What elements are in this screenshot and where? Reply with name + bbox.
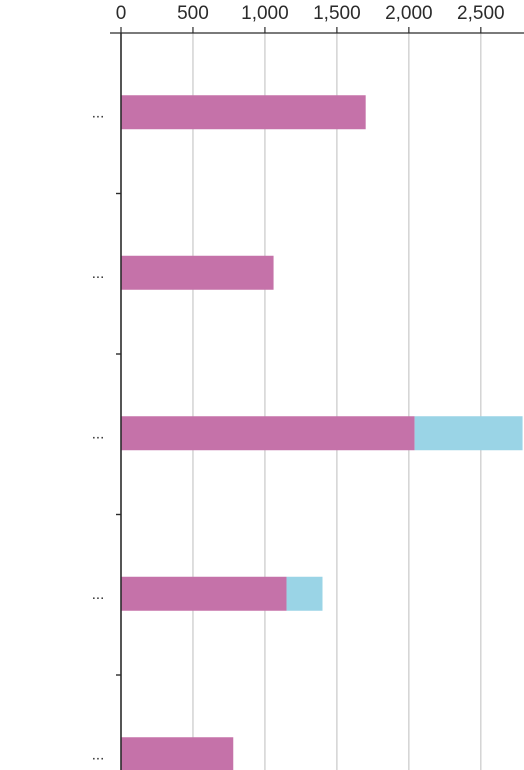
- bar-primary-2: [121, 416, 415, 451]
- category-label: ...: [92, 104, 105, 121]
- labels: 0 500 1,000 1,500 2,000 2,500...............: [92, 3, 505, 763]
- bar-primary-0: [121, 95, 366, 130]
- x-tick-label: 0: [116, 3, 127, 24]
- bar-primary-1: [121, 255, 274, 290]
- gridlines: [192, 33, 482, 770]
- category-label: ...: [92, 586, 105, 603]
- category-label: ...: [92, 425, 105, 442]
- category-label: ...: [92, 746, 105, 763]
- x-tick-label: 2,000: [385, 3, 433, 24]
- bar-secondary-3: [286, 576, 323, 611]
- x-tick-label: 500: [177, 3, 209, 24]
- category-label: ...: [92, 265, 105, 282]
- x-tick-label: 2,500: [457, 3, 505, 24]
- x-tick-label: 1,000: [241, 3, 289, 24]
- x-tick-label: 1,500: [313, 3, 361, 24]
- bars: [121, 95, 523, 770]
- axes: [110, 27, 524, 770]
- bar-primary-3: [121, 576, 287, 611]
- bar-secondary-2: [414, 416, 523, 451]
- bar-primary-4: [121, 737, 234, 770]
